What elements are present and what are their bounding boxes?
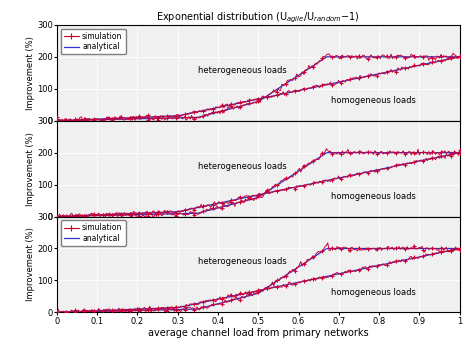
Text: heterogeneous loads: heterogeneous loads	[198, 257, 287, 267]
X-axis label: Uniform distribution (U$_{agile}$/U$_{random}$−1): Uniform distribution (U$_{agile}$/U$_{ra…	[166, 128, 351, 142]
Text: homogeneous loads: homogeneous loads	[331, 96, 416, 105]
Y-axis label: Improvement (%): Improvement (%)	[27, 132, 36, 206]
Title: Exponential distribution (U$_{agile}$/U$_{random}$−1): Exponential distribution (U$_{agile}$/U$…	[156, 10, 360, 25]
Text: homogeneous loads: homogeneous loads	[331, 288, 416, 297]
X-axis label: average channel load from primary networks: average channel load from primary networ…	[148, 328, 369, 338]
Legend: simulation, analytical: simulation, analytical	[61, 220, 126, 246]
Y-axis label: Improvement (%): Improvement (%)	[27, 36, 36, 110]
Text: heterogeneous loads: heterogeneous loads	[198, 66, 287, 75]
Text: homogeneous loads: homogeneous loads	[331, 192, 416, 201]
Legend: simulation, analytical: simulation, analytical	[61, 29, 126, 54]
Y-axis label: Improvement (%): Improvement (%)	[27, 228, 36, 301]
X-axis label: Rayleigh distribution (U$_{agile}$/U$_{random}$−1): Rayleigh distribution (U$_{agile}$/U$_{r…	[164, 224, 353, 238]
Text: heterogeneous loads: heterogeneous loads	[198, 162, 287, 171]
